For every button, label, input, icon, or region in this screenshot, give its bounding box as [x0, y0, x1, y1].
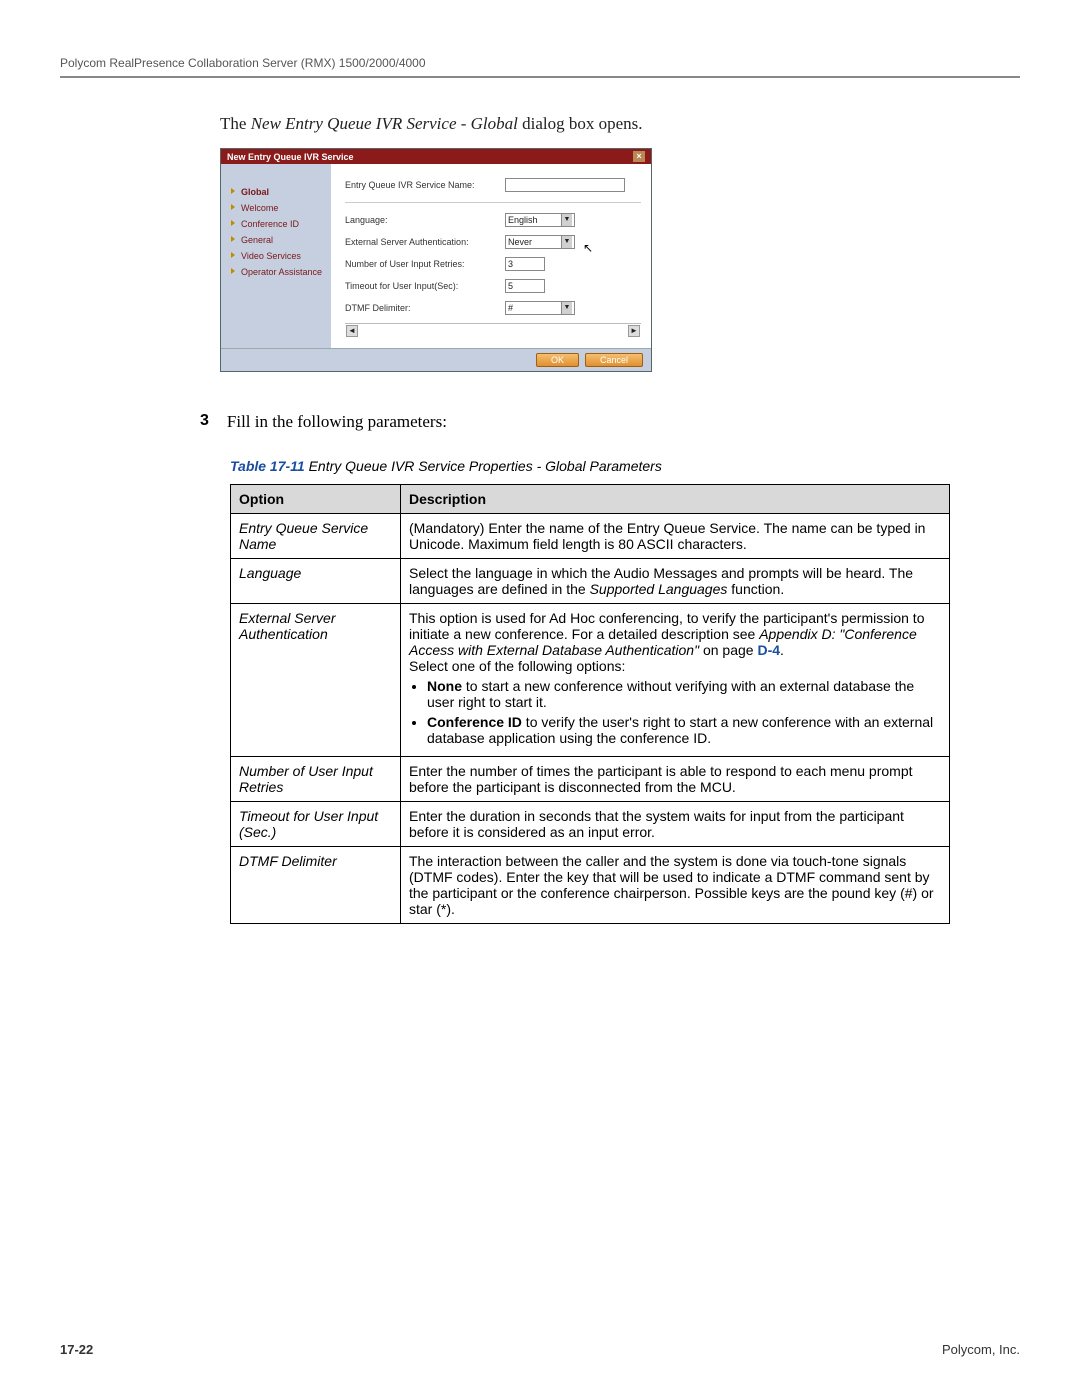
- cursor-icon: ↖: [583, 241, 593, 255]
- page-link[interactable]: D-4: [757, 642, 780, 658]
- desc-language: Select the language in which the Audio M…: [401, 559, 950, 604]
- table-title: Entry Queue IVR Service Properties - Glo…: [305, 458, 662, 474]
- extauth-value: Never: [508, 237, 532, 247]
- nav-operator-assistance[interactable]: Operator Assistance: [231, 264, 325, 280]
- close-icon[interactable]: ×: [633, 151, 645, 162]
- desc-service-name: (Mandatory) Enter the name of the Entry …: [401, 514, 950, 559]
- dialog-nav: Global Welcome Conference ID General Vid…: [221, 164, 331, 348]
- table-caption: Table 17-11 Entry Queue IVR Service Prop…: [230, 458, 1020, 474]
- ivr-dialog: New Entry Queue IVR Service × Global Wel…: [220, 148, 652, 372]
- timeout-input[interactable]: 5: [505, 279, 545, 293]
- service-name-input[interactable]: [505, 178, 625, 192]
- intro-suffix: dialog box opens.: [518, 114, 643, 133]
- chevron-down-icon: ▼: [561, 236, 572, 248]
- language-label: Language:: [345, 215, 505, 225]
- dialog-footer: OK Cancel: [221, 348, 651, 371]
- nav-general[interactable]: General: [231, 232, 325, 248]
- table-row: Number of User Input Retries Enter the n…: [231, 757, 950, 802]
- footer-company: Polycom, Inc.: [942, 1342, 1020, 1357]
- opt-service-name: Entry Queue Service Name: [231, 514, 401, 559]
- table-row: Entry Queue Service Name (Mandatory) Ent…: [231, 514, 950, 559]
- extauth-select[interactable]: Never ▼: [505, 235, 575, 249]
- service-name-label: Entry Queue IVR Service Name:: [345, 180, 505, 190]
- desc-text: function.: [727, 581, 784, 597]
- language-select[interactable]: English ▼: [505, 213, 575, 227]
- nav-global[interactable]: Global: [231, 184, 325, 200]
- page-number: 17-22: [60, 1342, 93, 1357]
- extauth-label: External Server Authentication:: [345, 237, 505, 247]
- nav-conference-id[interactable]: Conference ID: [231, 216, 325, 232]
- opt-timeout: Timeout for User Input (Sec.): [231, 802, 401, 847]
- table-row: Timeout for User Input (Sec.) Enter the …: [231, 802, 950, 847]
- desc-text: None: [427, 678, 462, 694]
- retries-label: Number of User Input Retries:: [345, 259, 505, 269]
- step-text: Fill in the following parameters:: [227, 412, 447, 432]
- dialog-form: Entry Queue IVR Service Name: Language: …: [331, 164, 651, 348]
- nav-welcome[interactable]: Welcome: [231, 200, 325, 216]
- dialog-title-text: New Entry Queue IVR Service: [227, 152, 354, 162]
- opt-dtmf: DTMF Delimiter: [231, 847, 401, 924]
- chevron-down-icon: ▼: [561, 302, 572, 314]
- page-header: Polycom RealPresence Collaboration Serve…: [60, 56, 1020, 78]
- cancel-button[interactable]: Cancel: [585, 353, 643, 367]
- language-value: English: [508, 215, 538, 225]
- desc-timeout: Enter the duration in seconds that the s…: [401, 802, 950, 847]
- col-option: Option: [231, 485, 401, 514]
- intro-prefix: The: [220, 114, 251, 133]
- table-row: External Server Authentication This opti…: [231, 604, 950, 757]
- col-description: Description: [401, 485, 950, 514]
- parameters-table: Option Description Entry Queue Service N…: [230, 484, 950, 924]
- desc-text: Select one of the following options:: [409, 658, 625, 674]
- desc-text: on page: [699, 642, 757, 658]
- chevron-down-icon: ▼: [561, 214, 572, 226]
- opt-extauth: External Server Authentication: [231, 604, 401, 757]
- desc-text: Supported Languages: [590, 581, 728, 597]
- table-row: DTMF Delimiter The interaction between t…: [231, 847, 950, 924]
- table-row: Language Select the language in which th…: [231, 559, 950, 604]
- dtmf-label: DTMF Delimiter:: [345, 303, 505, 313]
- desc-dtmf: The interaction between the caller and t…: [401, 847, 950, 924]
- dtmf-value: #: [508, 303, 513, 313]
- ok-button[interactable]: OK: [536, 353, 579, 367]
- list-item: None to start a new conference without v…: [427, 678, 941, 710]
- opt-retries: Number of User Input Retries: [231, 757, 401, 802]
- horizontal-scrollbar[interactable]: ◄ ►: [345, 323, 641, 338]
- intro-text: The New Entry Queue IVR Service - Global…: [220, 114, 920, 134]
- list-item: Conference ID to verify the user's right…: [427, 714, 941, 746]
- form-separator: [345, 202, 641, 203]
- desc-text: Conference ID: [427, 714, 522, 730]
- desc-retries: Enter the number of times the participan…: [401, 757, 950, 802]
- scroll-left-icon[interactable]: ◄: [346, 325, 358, 337]
- intro-dialog-name: New Entry Queue IVR Service - Global: [251, 114, 518, 133]
- dtmf-select[interactable]: #▼: [505, 301, 575, 315]
- retries-input[interactable]: 3: [505, 257, 545, 271]
- table-number: Table 17-11: [230, 458, 305, 474]
- desc-extauth: This option is used for Ad Hoc conferenc…: [401, 604, 950, 757]
- step-number: 3: [200, 412, 209, 432]
- nav-video-services[interactable]: Video Services: [231, 248, 325, 264]
- desc-text: .: [780, 642, 784, 658]
- scroll-right-icon[interactable]: ►: [628, 325, 640, 337]
- timeout-label: Timeout for User Input(Sec):: [345, 281, 505, 291]
- dialog-titlebar: New Entry Queue IVR Service ×: [221, 149, 651, 164]
- opt-language: Language: [231, 559, 401, 604]
- desc-text: to start a new conference without verify…: [427, 678, 914, 710]
